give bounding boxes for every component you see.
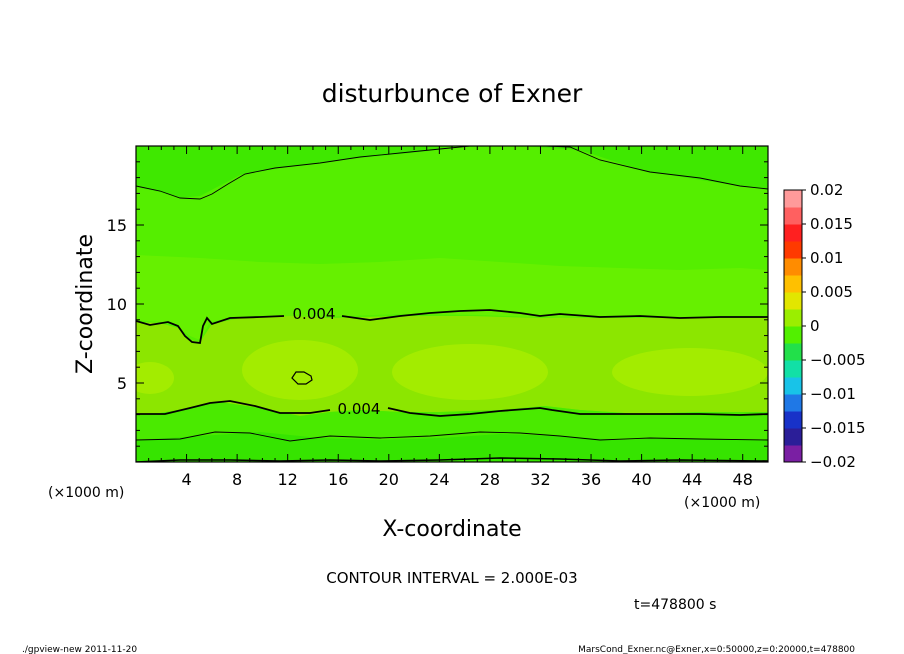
x-tick-label: 28 xyxy=(480,470,500,489)
colorbar-tick-label: 0.01 xyxy=(810,249,843,267)
colorbar-swatch xyxy=(784,258,802,276)
colorbar-swatch xyxy=(784,377,802,395)
contour-field xyxy=(136,146,768,462)
x-tick-label: 32 xyxy=(530,470,550,489)
x-tick-label: 40 xyxy=(631,470,651,489)
colorbar-swatch xyxy=(784,428,802,446)
colorbar-tick-label: −0.02 xyxy=(810,453,856,471)
y-tick-label: 15 xyxy=(107,216,127,235)
x-tick-label: 8 xyxy=(232,470,242,489)
footer-right: MarsCond_Exner.nc@Exner,x=0:50000,z=0:20… xyxy=(578,645,855,654)
contour-line-004-bottom xyxy=(136,400,768,417)
x-tick-label: 44 xyxy=(682,470,702,489)
x-tick-label: 16 xyxy=(328,470,348,489)
x-tick-label: 24 xyxy=(429,470,449,489)
colorbar-swatch xyxy=(784,326,802,344)
x-axis-title: X-coordinate xyxy=(382,517,521,542)
contour-line-004-top xyxy=(136,309,768,344)
colorbar-swatch xyxy=(784,275,802,293)
colorbar-tick-label: −0.01 xyxy=(810,385,856,403)
x-tick-label: 12 xyxy=(278,470,298,489)
colorbar-swatch xyxy=(784,292,802,310)
field-blob-left xyxy=(242,340,358,400)
contour-line-lower xyxy=(136,431,768,442)
time-text: t=478800 s xyxy=(634,597,716,613)
colorbar-tick-label: −0.005 xyxy=(810,351,866,369)
colorbar-tick-label: 0.015 xyxy=(810,215,853,233)
y-axis-ticks: 5 10 15 xyxy=(107,145,768,463)
colorbar-tick-label: 0.005 xyxy=(810,283,853,301)
colorbar-swatch xyxy=(784,207,802,225)
field-mid-band xyxy=(136,255,768,340)
colorbar xyxy=(783,189,803,463)
field-upper-band xyxy=(136,146,768,198)
y-axis-unit: (×1000 m) xyxy=(48,485,124,501)
x-tick-label: 48 xyxy=(733,470,753,489)
field-blob-edge xyxy=(136,362,174,394)
y-tick-label: 10 xyxy=(107,295,127,314)
colorbar-swatch xyxy=(784,309,802,327)
x-tick-label: 4 xyxy=(181,470,191,489)
field-blob-right xyxy=(612,348,768,396)
contour-label-bottom: 0.004 xyxy=(338,400,381,418)
contour-label-top: 0.004 xyxy=(293,305,336,323)
contour-closed-small xyxy=(291,371,313,385)
colorbar-tick-label: 0 xyxy=(810,317,820,335)
contour-interval-text: CONTOUR INTERVAL = 2.000E-03 xyxy=(326,569,577,587)
chart-title: disturbunce of Exner xyxy=(322,79,583,108)
colorbar-swatch xyxy=(784,411,802,429)
x-tick-label: 20 xyxy=(379,470,399,489)
colorbar-swatch xyxy=(784,445,802,463)
colorbar-swatch xyxy=(784,241,802,259)
colorbar-swatch xyxy=(784,224,802,242)
colorbar-swatch xyxy=(784,190,802,208)
contour-line-lowest xyxy=(136,457,768,462)
colorbar-swatch xyxy=(784,360,802,378)
colorbar-tick-label: 0.02 xyxy=(810,181,843,199)
y-axis-title: Z-coordinate xyxy=(73,234,98,374)
contour-line-upper xyxy=(136,146,768,200)
colorbar-tick-label: −0.015 xyxy=(810,419,866,437)
x-axis-unit: (×1000 m) xyxy=(684,495,760,511)
colorbar-swatch xyxy=(784,394,802,412)
footer-left: ./gpview-new 2011-11-20 xyxy=(22,645,137,654)
x-axis-ticks: 4 8 12 16 20 24 28 32 36 40 44 48 xyxy=(135,146,769,489)
field-blob-center xyxy=(392,344,548,400)
colorbar-swatch xyxy=(784,343,802,361)
y-tick-label: 5 xyxy=(117,374,127,393)
x-tick-label: 36 xyxy=(581,470,601,489)
colorbar-labels: 0.02 0.015 0.01 0.005 0 −0.005 −0.01 −0.015 −0.0… xyxy=(802,181,866,471)
